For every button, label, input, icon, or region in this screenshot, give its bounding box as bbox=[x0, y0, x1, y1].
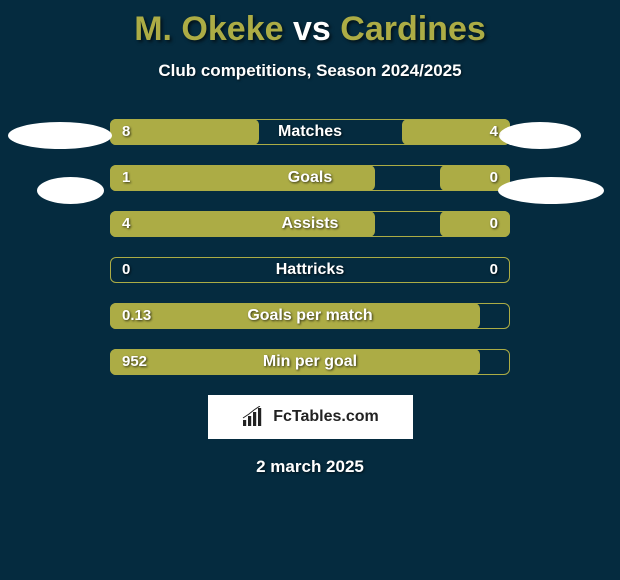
decorative-ellipse bbox=[8, 122, 112, 149]
stat-label: Hattricks bbox=[110, 257, 510, 283]
chart-icon bbox=[241, 406, 267, 428]
vs-label: vs bbox=[293, 10, 331, 48]
decorative-ellipse bbox=[498, 177, 604, 204]
stat-row: 10Goals bbox=[110, 165, 510, 191]
stat-row: 952Min per goal bbox=[110, 349, 510, 375]
stat-label: Min per goal bbox=[110, 349, 510, 375]
stat-label: Assists bbox=[110, 211, 510, 237]
player1-name: M. Okeke bbox=[134, 10, 283, 48]
stat-row: 84Matches bbox=[110, 119, 510, 145]
stat-label: Goals per match bbox=[110, 303, 510, 329]
stat-label: Matches bbox=[110, 119, 510, 145]
brand-text: FcTables.com bbox=[273, 408, 379, 426]
player2-name: Cardines bbox=[340, 10, 486, 48]
date-label: 2 march 2025 bbox=[0, 457, 620, 477]
stat-label: Goals bbox=[110, 165, 510, 191]
stat-row: 40Assists bbox=[110, 211, 510, 237]
comparison-title: M. Okeke vs Cardines bbox=[0, 0, 620, 49]
stat-row: 0.13Goals per match bbox=[110, 303, 510, 329]
stat-row: 00Hattricks bbox=[110, 257, 510, 283]
subtitle: Club competitions, Season 2024/2025 bbox=[0, 61, 620, 81]
brand-box: FcTables.com bbox=[208, 395, 413, 439]
decorative-ellipse bbox=[37, 177, 104, 204]
decorative-ellipse bbox=[499, 122, 581, 149]
comparison-chart: 84Matches 10Goals 40Assists 00Hattricks 0.13… bbox=[110, 119, 510, 375]
